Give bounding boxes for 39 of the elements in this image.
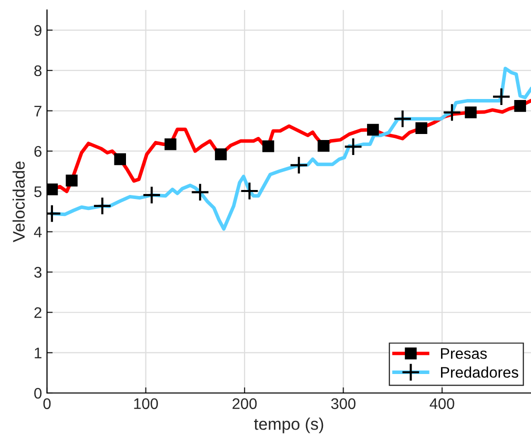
x-tick-label: 200 [232, 398, 257, 410]
x-tick-label: 300 [331, 398, 356, 410]
point [464, 106, 477, 118]
y-tick-label: 0 [34, 388, 42, 399]
y-tick-label: 8 [34, 65, 42, 76]
point [344, 137, 363, 156]
point [214, 148, 227, 160]
y-tick-label: 1 [34, 348, 42, 358]
point [92, 196, 112, 216]
point [164, 138, 176, 150]
point [114, 153, 126, 166]
point [142, 186, 162, 204]
y-tick-label: 3 [34, 266, 42, 278]
point [66, 174, 78, 186]
legend-label: Presas [441, 348, 487, 359]
point [190, 182, 210, 202]
point [240, 182, 259, 200]
point [262, 140, 274, 152]
point [393, 109, 412, 128]
point [415, 122, 428, 134]
y-tick-label: 9 [34, 25, 42, 36]
point [47, 184, 58, 196]
x-tick-label: 400 [430, 398, 454, 410]
y-tick-label: 2 [34, 307, 42, 318]
point [442, 103, 462, 122]
y-tick-label: 6 [34, 146, 42, 157]
x-tick-label: 100 [134, 398, 158, 410]
point [514, 100, 526, 112]
y-tick-label: 4 [34, 226, 42, 238]
y-axis-title: Velocidade [12, 161, 25, 242]
point [492, 87, 511, 106]
x-tick-label: 0 [43, 398, 51, 410]
point [367, 124, 379, 136]
legend-label: Predadores [441, 366, 518, 378]
y-tick-label: 7 [34, 106, 42, 116]
point [290, 156, 308, 175]
point [318, 140, 330, 152]
y-tick-label: 5 [34, 186, 42, 198]
x-axis-title: tempo (s) [254, 418, 324, 434]
